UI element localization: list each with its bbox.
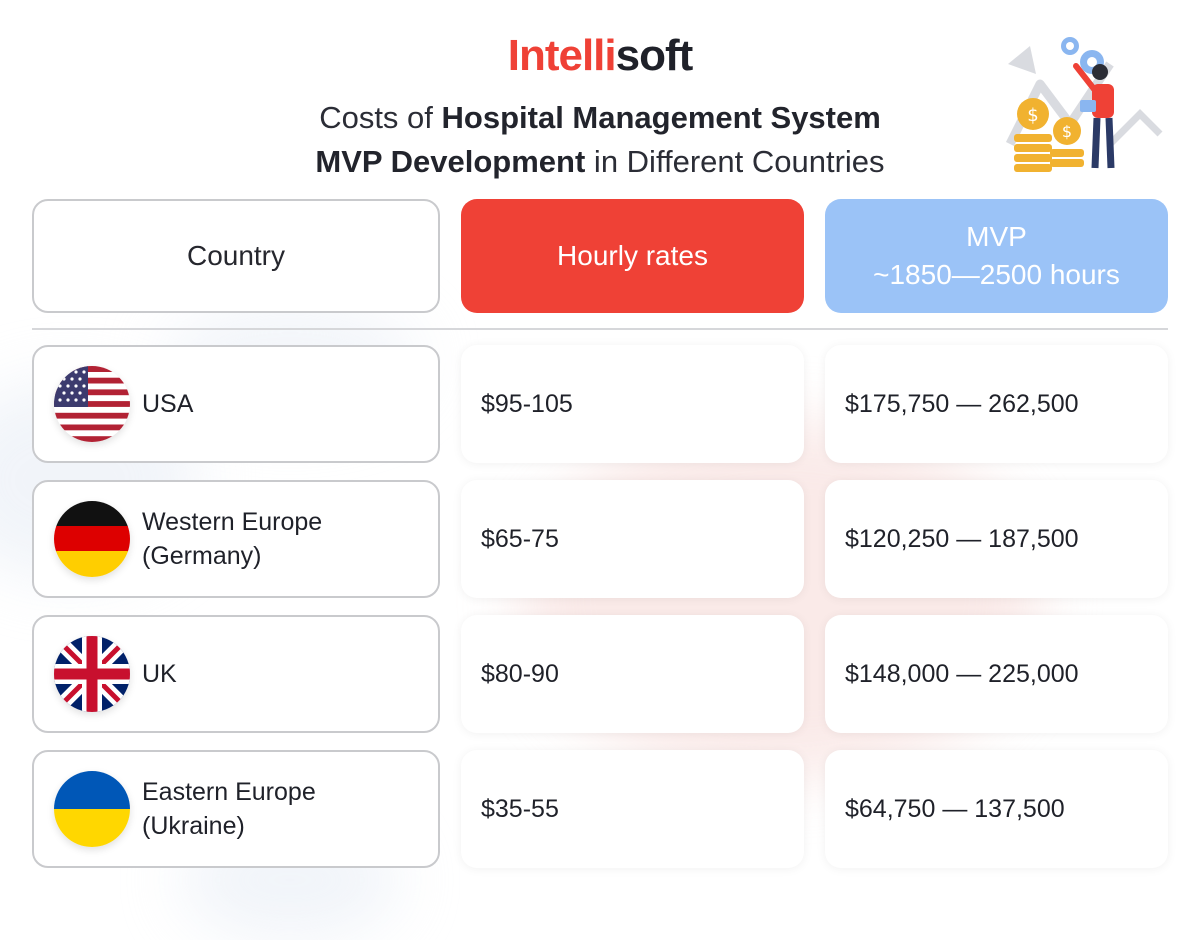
title-line-1: Costs of Hospital Management System (319, 100, 881, 135)
germany-flag-icon (54, 501, 130, 577)
svg-text:$: $ (1062, 122, 1072, 141)
intellisoft-logo: Intellisoft (507, 31, 694, 80)
country-name: Eastern Europe (Ukraine) (142, 778, 316, 840)
table-cell-mvp-cost: $64,750 — 137,500 (825, 750, 1168, 868)
header-country: Country (32, 199, 440, 313)
table-cell-hourly-rate: $95-105 (461, 345, 804, 463)
table-row-country: Eastern Europe (Ukraine) (32, 750, 440, 868)
ukraine-flag-icon (54, 771, 130, 847)
header-mvp: MVP ~1850—2500 hours (825, 199, 1168, 313)
table-cell-hourly-rate: $35-55 (461, 750, 804, 868)
uk-flag-icon (54, 636, 130, 712)
country-name: Western Europe (Germany) (142, 508, 323, 570)
page-title: Costs of Hospital Management System MVP … (200, 96, 1000, 184)
svg-text:$: $ (1027, 105, 1038, 126)
header-mvp-line-1: MVP (966, 221, 1027, 252)
table-cell-mvp-cost: $120,250 — 187,500 (825, 480, 1168, 598)
table-row-country: USA (32, 345, 440, 463)
table-cell-mvp-cost: $175,750 — 262,500 (825, 345, 1168, 463)
header-mvp-line-2: ~1850—2500 hours (873, 259, 1120, 290)
header-hourly-rates: Hourly rates (461, 199, 804, 313)
header-divider (32, 328, 1168, 330)
table-cell-hourly-rate: $80-90 (461, 615, 804, 733)
country-name: UK (142, 660, 177, 688)
table-cell-hourly-rate: $65-75 (461, 480, 804, 598)
person-with-coins-and-gears-icon: $ $ (1000, 34, 1172, 184)
title-line-2: MVP Development in Different Countries (315, 144, 885, 179)
country-name: USA (142, 390, 194, 418)
table-cell-mvp-cost: $148,000 — 225,000 (825, 615, 1168, 733)
table-row-country: Western Europe (Germany) (32, 480, 440, 598)
table-row-country: UK (32, 615, 440, 733)
usa-flag-icon (54, 366, 130, 442)
